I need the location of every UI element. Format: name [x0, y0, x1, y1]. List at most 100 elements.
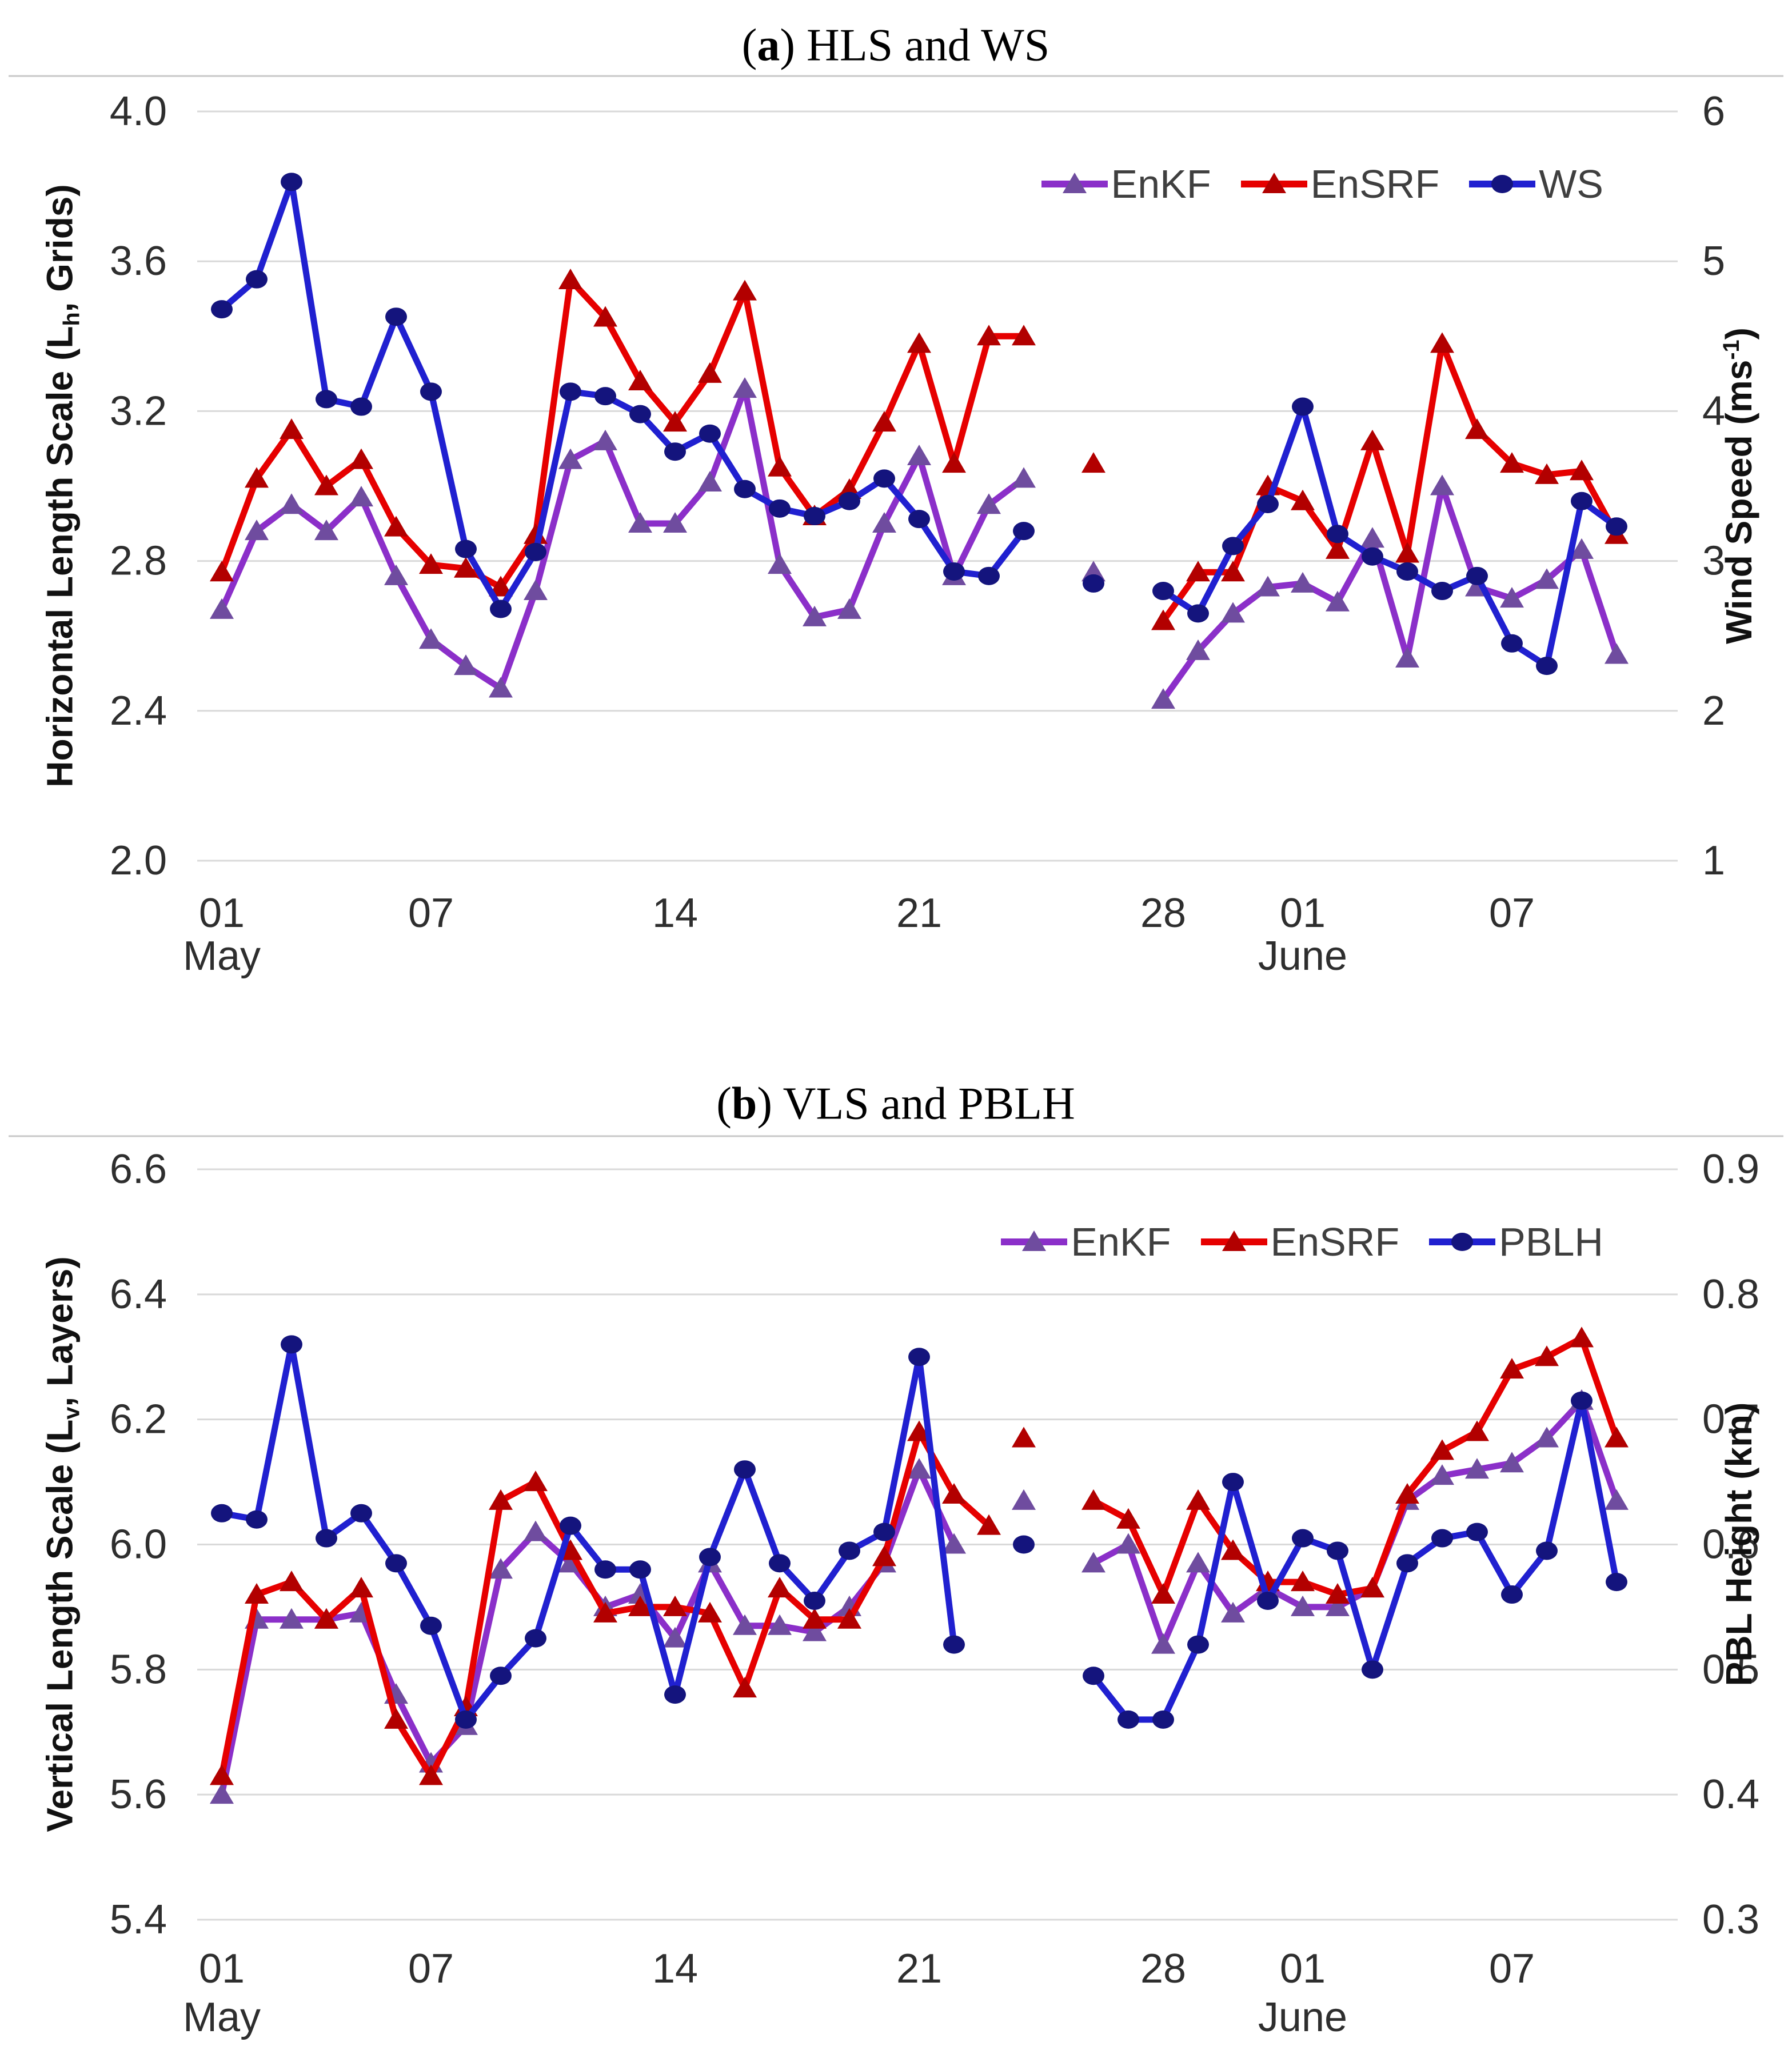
series-b-PBLH-line	[1090, 1397, 1620, 1723]
marker-a-WS	[316, 390, 337, 409]
right-tick-label: 0.7	[1702, 1397, 1759, 1442]
marker-b-EnSRF	[733, 1677, 757, 1698]
legend-label-EnSRF: EnSRF	[1270, 1220, 1400, 1264]
marker-a-EnSRF	[698, 362, 722, 383]
marker-b-EnKF	[524, 1520, 548, 1541]
legend-label-EnKF: EnKF	[1111, 162, 1211, 206]
right-tick-label: 0.6	[1702, 1522, 1759, 1568]
left-tick-label: 3.6	[110, 238, 167, 284]
marker-b-EnSRF	[837, 1608, 861, 1629]
marker-b-PBLH	[1501, 1585, 1523, 1604]
marker-a-EnKF	[733, 377, 757, 398]
x-month-label: May	[183, 933, 261, 979]
marker-b-EnKF	[1081, 1552, 1105, 1573]
marker-a-EnKF	[1151, 688, 1175, 709]
marker-a-WS	[1222, 537, 1244, 556]
marker-a-WS	[978, 566, 1000, 585]
x-tick-label: 07	[408, 1946, 454, 1992]
legend-item-EnSRF: EnSRF	[1240, 161, 1440, 207]
legend-glyph-EnKF	[1062, 173, 1087, 193]
marker-b-EnKF	[768, 1614, 792, 1635]
marker-b-EnKF	[210, 1783, 234, 1804]
marker-a-EnSRF	[593, 306, 617, 327]
series-b-EnKF	[210, 1389, 1629, 1804]
marker-a-EnSRF	[1360, 429, 1384, 450]
marker-b-EnSRF	[1151, 1583, 1175, 1604]
x-month-label: June	[1258, 1995, 1347, 2040]
legend-item-WS: WS	[1469, 161, 1603, 207]
marker-a-EnKF	[907, 445, 931, 466]
marker-a-EnSRF	[1465, 418, 1489, 439]
marker-a-EnKF	[1430, 474, 1454, 495]
marker-b-PBLH	[420, 1616, 442, 1635]
x-tick-label: 28	[1140, 1946, 1186, 1992]
marker-a-EnSRF	[1012, 325, 1036, 346]
marker-b-PBLH	[594, 1560, 616, 1579]
marker-b-PBLH	[908, 1348, 930, 1366]
marker-a-EnSRF	[907, 332, 931, 353]
marker-a-WS	[873, 469, 895, 488]
series-a-EnSRF-line	[1160, 340, 1620, 624]
marker-a-EnKF	[628, 512, 652, 533]
marker-a-EnKF	[593, 429, 617, 450]
marker-b-PBLH	[1152, 1710, 1174, 1729]
series-b-PBLH	[211, 1335, 1627, 1729]
marker-a-WS	[1292, 397, 1314, 416]
marker-b-PBLH	[1117, 1710, 1139, 1729]
right-tick-label: 0.8	[1702, 1272, 1759, 1317]
marker-a-WS	[490, 600, 512, 618]
marker-b-EnSRF	[1535, 1345, 1559, 1366]
legend-item-PBLH: PBLH	[1429, 1219, 1603, 1265]
marker-a-EnKF	[1012, 467, 1036, 488]
marker-a-WS	[1571, 491, 1593, 510]
marker-a-EnSRF	[1291, 489, 1315, 510]
marker-b-EnSRF	[942, 1482, 966, 1504]
legend-item-EnKF: EnKF	[1001, 1219, 1171, 1265]
left-tick-label: 5.8	[110, 1647, 167, 1692]
marker-b-EnSRF	[1395, 1482, 1419, 1504]
marker-b-EnSRF	[1326, 1583, 1350, 1604]
marker-a-EnKF	[558, 448, 582, 469]
marker-b-EnSRF	[698, 1601, 722, 1623]
marker-b-PBLH	[246, 1510, 268, 1529]
marker-b-PBLH	[699, 1548, 721, 1567]
x-tick-label: 21	[896, 1946, 942, 1992]
marker-a-WS	[804, 506, 825, 525]
marker-b-PBLH	[1571, 1391, 1593, 1410]
panel-a-title-pre: (	[741, 20, 757, 71]
marker-a-EnSRF	[1430, 332, 1454, 353]
marker-a-EnSRF	[245, 467, 269, 488]
series-b-PBLH-line	[218, 1341, 957, 1723]
marker-b-PBLH	[490, 1667, 512, 1685]
x-tick-label: 01	[1280, 1946, 1326, 1992]
marker-b-EnKF	[1605, 1489, 1629, 1510]
legend-glyph-EnSRF	[1262, 173, 1286, 193]
legend-label-EnSRF: EnSRF	[1310, 162, 1440, 206]
x-tick-label: 01	[199, 890, 245, 936]
marker-b-PBLH	[211, 1504, 233, 1522]
marker-b-PBLH	[1292, 1529, 1314, 1548]
marker-b-PBLH	[1431, 1529, 1453, 1548]
marker-a-EnKF	[1291, 572, 1315, 593]
marker-a-WS	[1257, 494, 1279, 513]
panel-b-title-pre: (	[716, 1078, 732, 1129]
panel-b-title-key: b	[731, 1078, 757, 1129]
marker-b-EnKF	[1012, 1489, 1036, 1510]
marker-b-EnSRF	[1500, 1358, 1524, 1379]
marker-a-WS	[1083, 574, 1104, 593]
marker-b-EnSRF	[1360, 1577, 1384, 1598]
right-tick-label: 1	[1702, 838, 1725, 884]
panel-b-left-axis-label: Vertical Length Scale (Lv, Layers)	[39, 1256, 85, 1832]
marker-b-EnKF	[280, 1608, 304, 1629]
marker-b-EnSRF	[663, 1595, 687, 1616]
marker-b-PBLH	[560, 1516, 581, 1535]
marker-a-WS	[1431, 582, 1453, 601]
left-tick-label: 2.8	[110, 538, 167, 584]
marker-a-WS	[1187, 604, 1209, 623]
marker-a-WS	[246, 270, 268, 289]
right-tick-label: 5	[1702, 238, 1725, 284]
marker-a-EnSRF	[1326, 538, 1350, 559]
x-month-label: June	[1258, 933, 1347, 979]
marker-b-PBLH	[769, 1554, 791, 1573]
